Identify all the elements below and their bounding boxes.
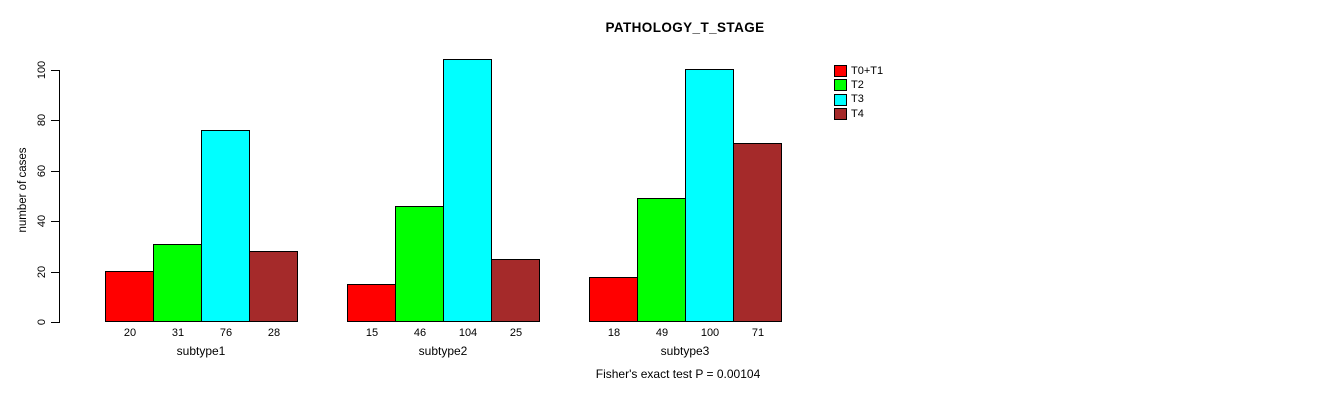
bar-value-label: 31 — [171, 327, 185, 339]
bar-subtype3-T4 — [733, 143, 782, 322]
legend-item: T3 — [834, 93, 883, 107]
bar-value-label: 18 — [607, 327, 621, 339]
bar-subtype2-T0+T1 — [347, 284, 396, 322]
y-axis-tick — [51, 322, 59, 323]
x-axis-category-label: subtype3 — [660, 344, 710, 358]
bar-subtype2-T3 — [443, 59, 492, 322]
legend-item: T4 — [834, 107, 883, 121]
bar-value-label: 104 — [458, 327, 478, 339]
x-axis-category-label: subtype1 — [176, 344, 226, 358]
legend-swatch — [834, 108, 847, 121]
y-axis-tick-label: 100 — [36, 60, 48, 80]
y-axis-tick — [51, 221, 59, 222]
legend: T0+T1 T2 T3 T4 — [834, 64, 883, 121]
bar-value-label: 49 — [655, 327, 669, 339]
bar-subtype1-T3 — [201, 130, 250, 322]
bar-value-label: 20 — [123, 327, 137, 339]
y-axis-line — [59, 70, 60, 323]
bar-value-label: 46 — [413, 327, 427, 339]
legend-swatch — [834, 93, 847, 106]
y-axis-tick-label: 80 — [36, 113, 48, 127]
bar-value-label: 15 — [365, 327, 379, 339]
bar-value-label: 76 — [219, 327, 233, 339]
legend-item: T2 — [834, 78, 883, 92]
y-axis-tick-label: 20 — [36, 265, 48, 279]
y-axis-tick — [51, 272, 59, 273]
y-axis-tick-label: 0 — [36, 318, 48, 326]
y-axis-tick — [51, 70, 59, 71]
legend-label: T2 — [851, 78, 864, 91]
x-axis-category-label: subtype2 — [418, 344, 468, 358]
legend-label: T4 — [851, 107, 864, 120]
y-axis-tick-label: 60 — [36, 164, 48, 178]
bar-value-label: 71 — [751, 327, 765, 339]
legend-swatch — [834, 79, 847, 92]
legend-item: T0+T1 — [834, 64, 883, 78]
caption: Fisher's exact test P = 0.00104 — [595, 367, 761, 381]
chart-title: PATHOLOGY_T_STAGE — [605, 20, 765, 35]
bar-value-label: 25 — [509, 327, 523, 339]
y-axis-tick-label: 40 — [36, 214, 48, 228]
bar-subtype1-T2 — [153, 244, 202, 322]
legend-label: T3 — [851, 93, 864, 106]
bar-subtype1-T0+T1 — [105, 271, 154, 322]
bar-subtype2-T4 — [491, 259, 540, 322]
bar-value-label: 100 — [700, 327, 720, 339]
bar-subtype3-T2 — [637, 198, 686, 322]
legend-swatch — [834, 65, 847, 78]
bar-value-label: 28 — [267, 327, 281, 339]
y-axis-tick — [51, 120, 59, 121]
bar-subtype3-T3 — [685, 69, 734, 322]
bar-subtype3-T0+T1 — [589, 277, 638, 322]
bar-subtype1-T4 — [249, 251, 298, 322]
bar-subtype2-T2 — [395, 206, 444, 322]
legend-label: T0+T1 — [851, 64, 884, 77]
y-axis-tick — [51, 171, 59, 172]
